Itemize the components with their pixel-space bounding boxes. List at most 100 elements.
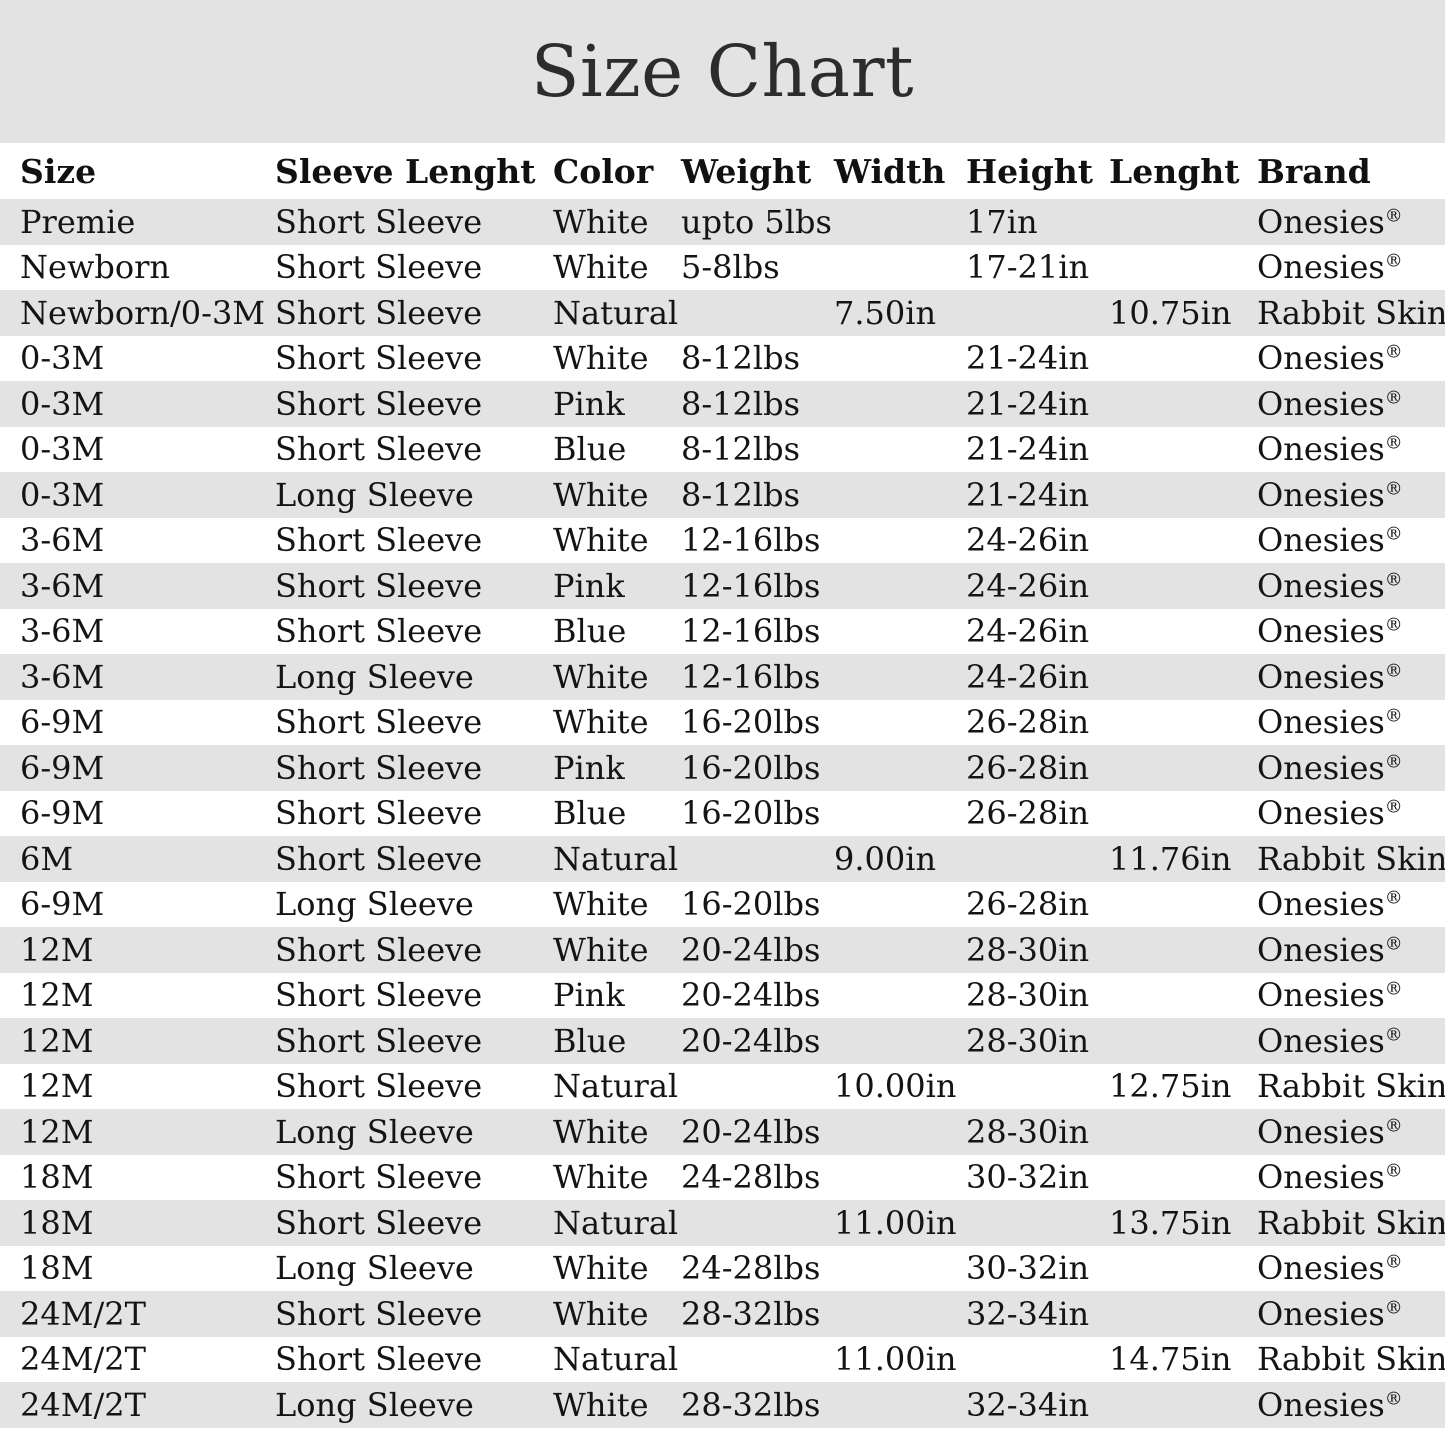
cell-height: 24-26in [946,563,1089,609]
cell-height: 24-26in [946,517,1089,563]
cell-sleeve-lenght: Short Sleeve [255,608,533,654]
cell-weight: 8-12lbs [661,426,814,472]
cell-size: 12M [0,1109,255,1155]
cell-sleeve-lenght: Short Sleeve [255,972,533,1018]
registered-trademark-icon: ® [1384,933,1403,955]
cell-lenght [1089,472,1237,518]
cell-color: White [533,335,661,381]
column-header-color: Color [533,143,661,199]
registered-trademark-icon: ® [1384,1115,1403,1137]
cell-height: 17in [946,199,1089,245]
table-row: 6-9M Short Sleeve White 16-20lbs 26-28in Ones… [0,699,1445,745]
cell-brand: Rabbit Skins® [1237,1063,1445,1109]
cell-width [814,790,946,836]
cell-brand: Onesies® [1237,699,1445,745]
cell-sleeve-lenght: Short Sleeve [255,745,533,791]
table-row: 0-3M Short Sleeve White 8-12lbs 21-24in Onesi… [0,335,1445,381]
cell-color: White [533,517,661,563]
table-row: 6-9M Short Sleeve Pink 16-20lbs 26-28in Onesi… [0,745,1445,791]
cell-height: 32-34in [946,1291,1089,1337]
cell-color: White [533,1291,661,1337]
cell-width [814,563,946,609]
cell-width [814,927,946,973]
cell-size: 18M [0,1200,255,1246]
cell-width: 11.00in [814,1200,956,1246]
cell-weight: upto 5lbs [661,199,832,245]
cell-sleeve-lenght: Short Sleeve [255,381,533,427]
table-row: Newborn/0-3M Short Sleeve Natural 7.50in 10.… [0,290,1445,336]
cell-weight: 20-24lbs [661,927,820,973]
cell-brand: Rabbit Skins® [1237,836,1445,882]
cell-brand: Onesies® [1237,381,1445,427]
page-title: Size Chart [530,30,915,113]
table-row: 12M Short Sleeve White 20-24lbs 28-30in Onesi… [0,927,1445,973]
cell-brand: Onesies® [1237,1245,1445,1291]
cell-brand: Rabbit Skins® [1237,290,1445,336]
cell-brand: Onesies® [1237,335,1445,381]
cell-brand: Onesies® [1237,563,1445,609]
cell-lenght [1089,426,1237,472]
cell-color: White [533,244,661,290]
cell-lenght [1089,608,1237,654]
cell-width: 7.50in [814,290,946,336]
cell-brand: Onesies® [1237,1018,1445,1064]
column-header-size: Size [0,143,255,199]
cell-height [946,1200,1089,1246]
cell-lenght [1089,244,1237,290]
cell-brand: Onesies® [1237,790,1445,836]
registered-trademark-icon: ® [1384,978,1403,1000]
cell-weight [661,1336,814,1382]
cell-weight: 12-16lbs [661,517,820,563]
cell-brand: Onesies® [1237,927,1445,973]
cell-lenght [1089,699,1237,745]
cell-sleeve-lenght: Short Sleeve [255,836,533,882]
cell-height: 21-24in [946,472,1089,518]
cell-lenght [1089,199,1237,245]
cell-brand: Onesies® [1237,1382,1445,1428]
registered-trademark-icon: ® [1384,1388,1403,1410]
table-row: 3-6M Short Sleeve Blue 12-16lbs 24-26in Onesi… [0,608,1445,654]
title-banner: Size Chart [0,0,1445,143]
registered-trademark-icon: ® [1384,387,1403,409]
cell-lenght [1089,1018,1237,1064]
cell-size: 18M [0,1245,255,1291]
table-row: 6-9M Short Sleeve Blue 16-20lbs 26-28in Onesi… [0,790,1445,836]
registered-trademark-icon: ® [1384,614,1403,636]
cell-weight: 5-8lbs [661,244,814,290]
cell-weight [661,836,814,882]
table-row: 6M Short Sleeve Natural 9.00in 11.76in Rabbit… [0,836,1445,882]
cell-lenght: 14.75in [1089,1336,1237,1382]
cell-weight: 12-16lbs [661,654,820,700]
cell-sleeve-lenght: Short Sleeve [255,1063,533,1109]
table-row: 3-6M Short Sleeve White 12-16lbs 24-26in Ones… [0,517,1445,563]
table-row: 0-3M Short Sleeve Blue 8-12lbs 21-24in Onesie… [0,426,1445,472]
cell-sleeve-lenght: Short Sleeve [255,790,533,836]
table-header-row: Size Sleeve Lenght Color Weight Width He… [0,143,1445,199]
cell-size: 3-6M [0,608,255,654]
registered-trademark-icon: ® [1384,751,1403,773]
cell-color: Blue [533,1018,661,1064]
cell-lenght [1089,927,1237,973]
table-row: 12M Long Sleeve White 20-24lbs 28-30in Onesie… [0,1109,1445,1155]
cell-sleeve-lenght: Short Sleeve [255,335,533,381]
cell-width [814,699,946,745]
cell-width [814,426,946,472]
cell-size: 6-9M [0,790,255,836]
registered-trademark-icon: ® [1384,250,1403,272]
cell-sleeve-lenght: Short Sleeve [255,927,533,973]
registered-trademark-icon: ® [1384,478,1403,500]
cell-size: 12M [0,972,255,1018]
cell-lenght [1089,1109,1237,1155]
registered-trademark-icon: ® [1384,887,1403,909]
cell-brand: Onesies® [1237,1154,1445,1200]
cell-sleeve-lenght: Long Sleeve [255,881,533,927]
cell-width [814,472,946,518]
registered-trademark-icon: ® [1384,1160,1403,1182]
cell-color: White [533,1382,661,1428]
cell-width: 11.00in [814,1336,956,1382]
cell-color: White [533,881,661,927]
cell-weight: 24-28lbs [661,1245,820,1291]
cell-width [814,1382,946,1428]
cell-sleeve-lenght: Short Sleeve [255,563,533,609]
cell-color: Pink [533,972,661,1018]
